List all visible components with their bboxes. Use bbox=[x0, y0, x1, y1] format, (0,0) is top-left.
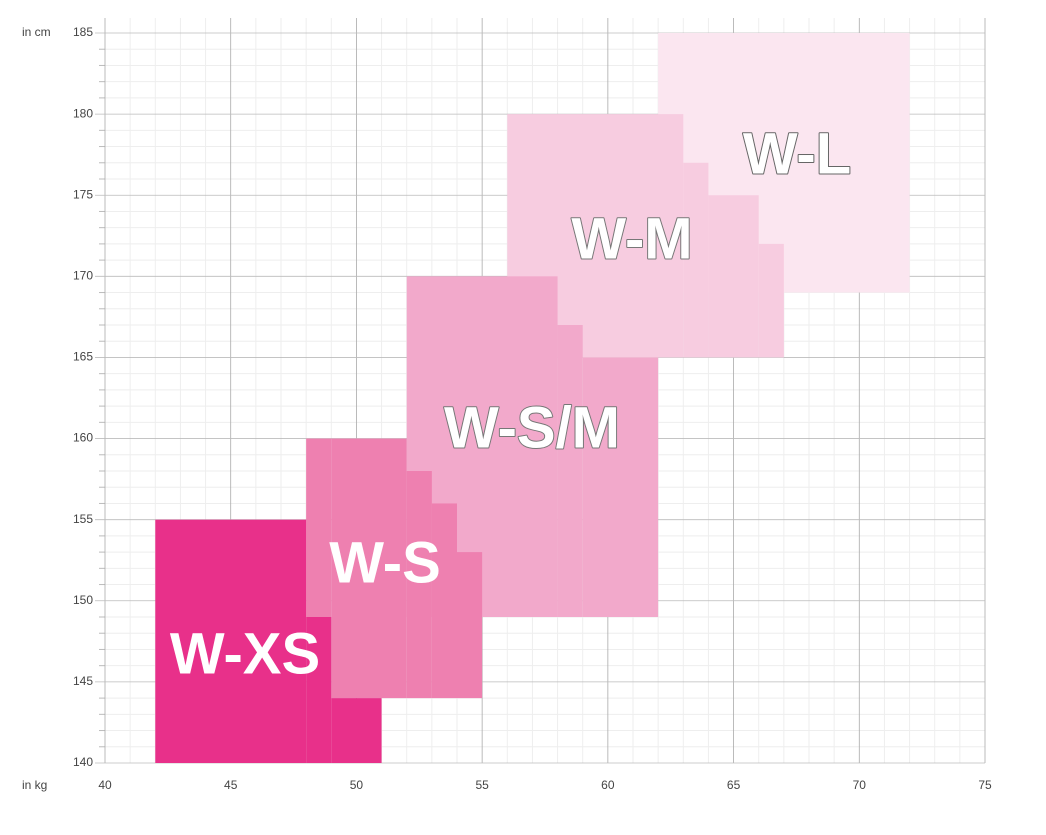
size-region bbox=[582, 357, 659, 617]
size-region bbox=[331, 438, 407, 699]
y-tick-label: 160 bbox=[73, 431, 93, 445]
size-region bbox=[557, 325, 583, 617]
y-tick-label: 155 bbox=[73, 512, 93, 526]
size-region bbox=[331, 698, 382, 763]
x-tick-label: 60 bbox=[601, 778, 615, 792]
x-tick-label: 50 bbox=[350, 778, 364, 792]
size-label: W-XS bbox=[170, 621, 320, 686]
size-region bbox=[683, 162, 709, 358]
x-tick-label: 40 bbox=[98, 778, 112, 792]
y-tick-label: 185 bbox=[73, 25, 93, 39]
y-tick-label: 180 bbox=[73, 106, 93, 120]
size-region bbox=[708, 195, 759, 358]
size-region bbox=[306, 438, 332, 617]
y-tick-label: 150 bbox=[73, 593, 93, 607]
x-tick-label: 45 bbox=[224, 778, 238, 792]
x-tick-label: 65 bbox=[727, 778, 741, 792]
x-tick-label: 55 bbox=[475, 778, 489, 792]
size-label: W-S/M bbox=[444, 395, 620, 460]
size-label: W-M bbox=[571, 206, 692, 271]
x-axis-label: in kg bbox=[22, 778, 47, 792]
size-region bbox=[457, 552, 483, 699]
size-label: W-L bbox=[743, 121, 851, 186]
y-tick-label: 140 bbox=[73, 755, 93, 769]
size-region bbox=[758, 243, 784, 358]
size-region bbox=[406, 471, 432, 699]
y-tick-label: 165 bbox=[73, 350, 93, 364]
size-region bbox=[155, 519, 307, 763]
y-axis-label: in cm bbox=[22, 25, 51, 39]
size-label: W-S bbox=[329, 530, 441, 595]
x-tick-label: 75 bbox=[978, 778, 992, 792]
x-tick-label: 70 bbox=[853, 778, 867, 792]
size-region bbox=[306, 617, 332, 763]
y-tick-label: 145 bbox=[73, 674, 93, 688]
y-tick-label: 170 bbox=[73, 269, 93, 283]
size-region bbox=[431, 503, 457, 699]
y-tick-label: 175 bbox=[73, 187, 93, 201]
